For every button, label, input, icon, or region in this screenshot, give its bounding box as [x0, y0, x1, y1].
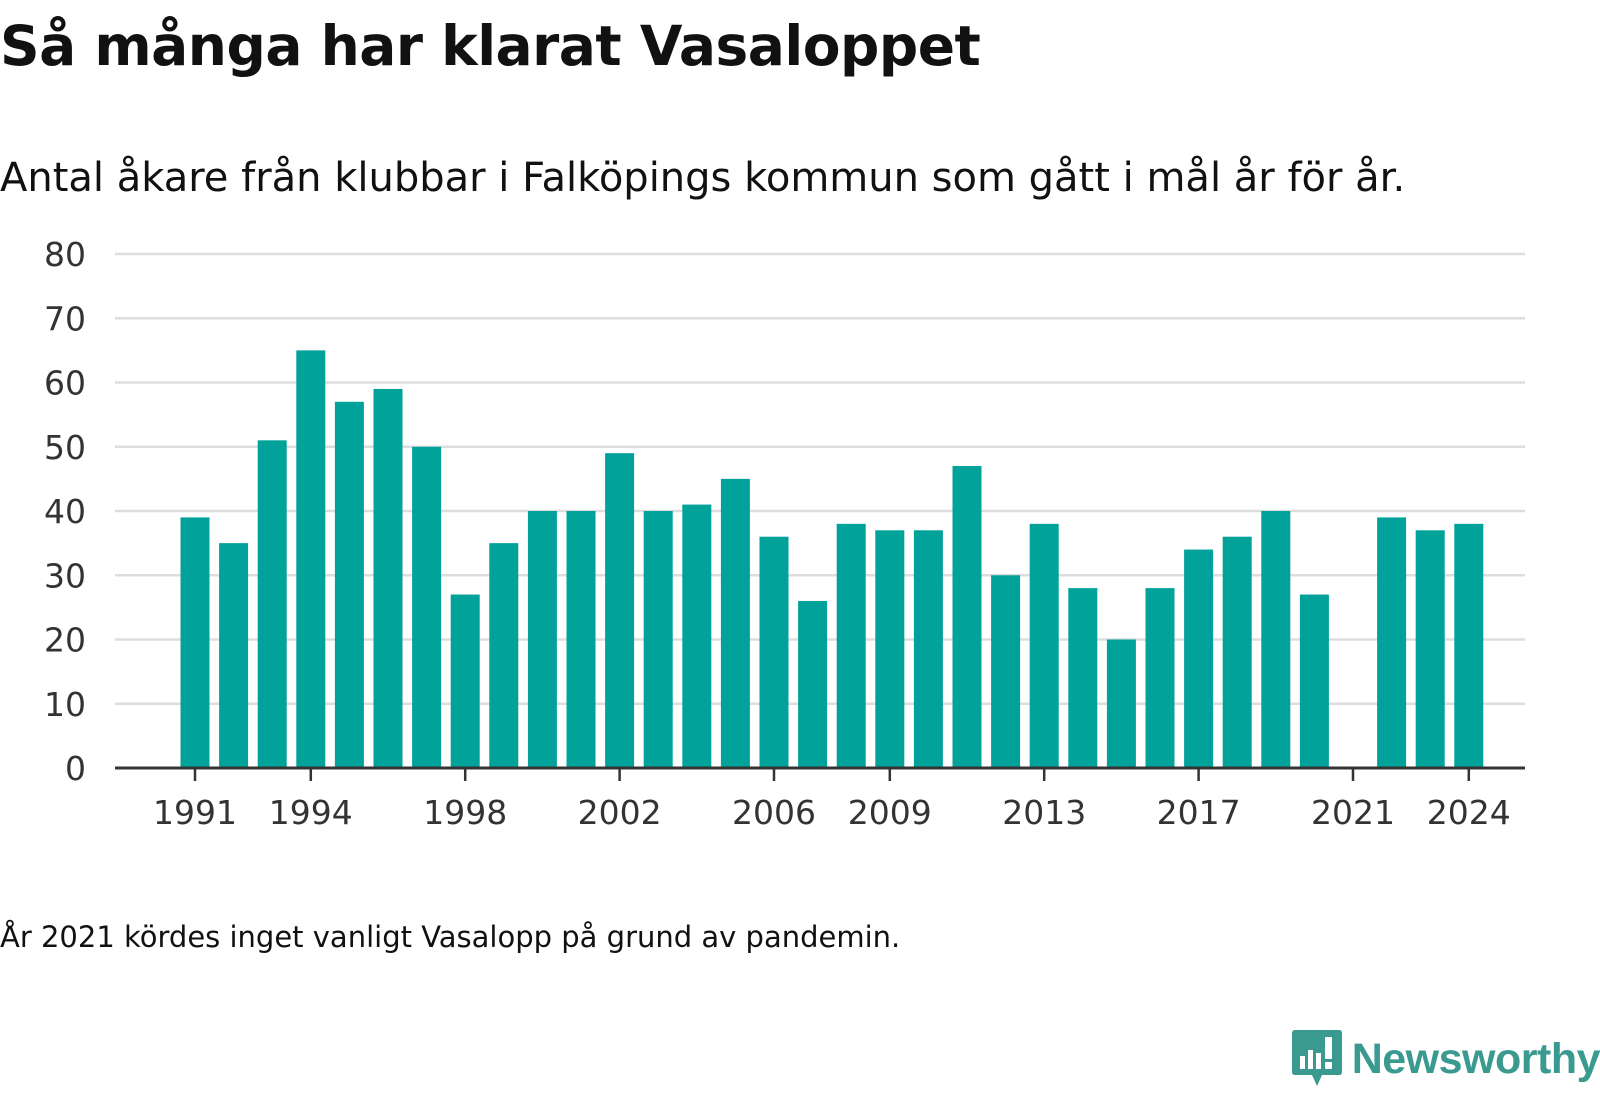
bar [489, 543, 519, 768]
x-tick-label: 2021 [1311, 793, 1395, 832]
bar [759, 536, 789, 768]
y-tick-label: 40 [44, 492, 86, 531]
bar [1106, 639, 1136, 768]
x-tick-label: 2002 [578, 793, 662, 832]
bar [682, 504, 712, 768]
bar [566, 511, 596, 768]
y-axis-labels: 0 10 20 30 40 50 60 70 80 [44, 235, 86, 788]
bar [875, 530, 905, 768]
bar [836, 523, 866, 768]
x-tick-label: 2013 [1002, 793, 1086, 832]
bar [373, 388, 403, 768]
bar [1299, 594, 1329, 768]
y-tick-label: 10 [44, 685, 86, 724]
brand-name: Newsworthy [1351, 1034, 1600, 1083]
footnote: År 2021 kördes inget vanligt Vasalopp på… [0, 920, 901, 954]
bar [412, 446, 442, 768]
bar [180, 517, 210, 768]
bar [1415, 530, 1445, 768]
bar [1454, 523, 1484, 768]
bar [1068, 588, 1098, 768]
x-tick-label: 2024 [1427, 793, 1511, 832]
bar [257, 440, 287, 768]
chart-title: Så många har klarat Vasaloppet [0, 14, 981, 78]
bar [605, 453, 635, 768]
bar [913, 530, 943, 768]
x-tick-label: 1994 [269, 793, 353, 832]
bar [1029, 523, 1059, 768]
bars [180, 350, 1484, 768]
newsworthy-logo: Newsworthy [1291, 1030, 1600, 1088]
bar [720, 478, 750, 768]
bar [1261, 511, 1291, 768]
x-tick-label: 1998 [423, 793, 507, 832]
bar [991, 575, 1021, 768]
bar [1145, 588, 1175, 768]
y-tick-label: 0 [65, 749, 86, 788]
bar [334, 401, 364, 768]
y-tick-label: 60 [44, 364, 86, 403]
y-tick-label: 50 [44, 428, 86, 467]
bar [952, 466, 982, 768]
x-tick-label: 2006 [732, 793, 816, 832]
bar [1377, 517, 1407, 768]
x-tick-label: 1991 [153, 793, 237, 832]
bar [219, 543, 249, 768]
x-tick-label: 2009 [848, 793, 932, 832]
bar [1222, 536, 1252, 768]
chart-subtitle: Antal åkare från klubbar i Falköpings ko… [0, 155, 1406, 201]
bar [798, 600, 828, 768]
bar [527, 511, 557, 768]
x-axis: 1991 1994 1998 2002 2006 2009 2013 2017 2021 2024 [115, 766, 1525, 832]
y-tick-label: 20 [44, 621, 86, 660]
y-tick-label: 80 [44, 235, 86, 274]
bar [450, 594, 480, 768]
y-tick-label: 70 [44, 299, 86, 338]
bar [1184, 549, 1214, 768]
newsworthy-logo-icon [1291, 1030, 1342, 1086]
bar-chart: 0 10 20 30 40 50 60 70 80 1991 1994 1998 2002 2006 20… [44, 235, 1525, 832]
bar [296, 350, 326, 768]
x-tick-label: 2017 [1157, 793, 1241, 832]
bar [643, 511, 673, 768]
y-tick-label: 30 [44, 556, 86, 595]
